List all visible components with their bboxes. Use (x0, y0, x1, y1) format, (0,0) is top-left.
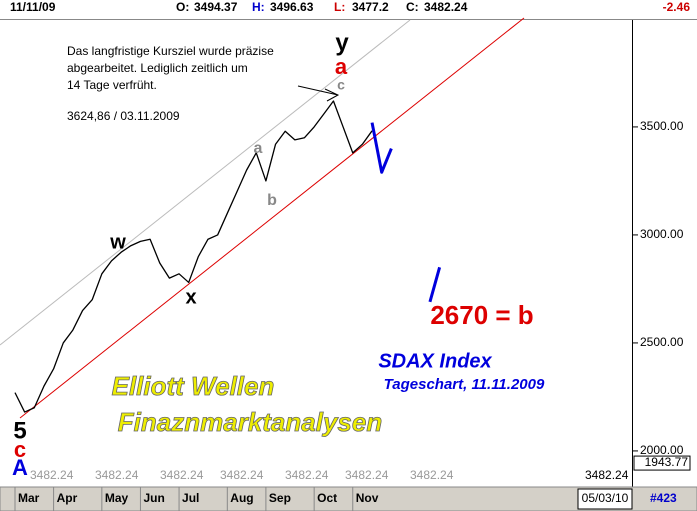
y-tick-label: 3000.00 (640, 227, 684, 241)
header-label: C: (406, 0, 419, 14)
annotation: 5 (13, 417, 26, 444)
annotation: a (254, 140, 263, 157)
annotation: c (337, 77, 345, 93)
annotation: Das langfristige Kursziel wurde präzise (67, 44, 274, 58)
annotation: SDAX Index (378, 350, 492, 372)
header-label: O: (176, 0, 189, 14)
x-tick-label: Nov (356, 491, 379, 505)
last-price-box (633, 455, 691, 471)
footer-price: 3482.24 (160, 468, 204, 482)
date-box-label: 05/03/10 (582, 491, 629, 505)
header-label: L: (334, 0, 345, 14)
date-box (577, 488, 633, 510)
x-tick-label: Oct (317, 491, 337, 505)
x-tick-label: Apr (57, 491, 78, 505)
x-tick-label: Aug (230, 491, 253, 505)
footer-price: 3482.24 (410, 468, 454, 482)
annotation: y (335, 29, 349, 56)
header-value: 3477.2 (352, 0, 389, 14)
annotation: 2670 = b (430, 300, 533, 330)
header-label: H: (252, 0, 265, 14)
annotation: x (185, 286, 196, 308)
header-value: 3496.63 (270, 0, 314, 14)
footer-price: 3482.24 (30, 468, 74, 482)
channel-lower (19, 17, 525, 419)
footer-price: 3482.24 (585, 468, 629, 482)
date: 11/11/09 (10, 0, 56, 14)
x-tick-label: May (105, 491, 129, 505)
annotation-arrow (297, 85, 340, 102)
annotation: 3624,86 / 03.11.2009 (67, 109, 180, 123)
header-value: 3482.24 (424, 0, 468, 14)
x-tick-label: Sep (269, 491, 291, 505)
annotation: b (267, 192, 277, 209)
x-tick-label: Mar (18, 491, 40, 505)
footer-price: 3482.24 (95, 468, 139, 482)
annotation: Finaznmarktanalysen (118, 407, 382, 437)
x-tick-label: Jun (143, 491, 164, 505)
channel-upper (0, 19, 411, 346)
x-tick-label: Jul (182, 491, 199, 505)
annotation: A (12, 455, 28, 480)
price-line (14, 100, 373, 413)
footer-price: 3482.24 (345, 468, 389, 482)
change: -2.46 (663, 0, 691, 14)
price-line (370, 122, 442, 303)
annotation: a (335, 54, 348, 79)
annotation: 14 Tage verfrüht. (67, 78, 157, 92)
y-tick-label: 2500.00 (640, 335, 684, 349)
last-price: 1943.77 (645, 455, 689, 469)
annotation: Elliott Wellen (112, 371, 275, 401)
footer-price: 3482.24 (285, 468, 329, 482)
annotation: c (14, 437, 26, 462)
header-value: 3494.37 (194, 0, 238, 14)
annotation: Tageschart, 11.11.2009 (384, 376, 545, 393)
y-tick-label: 3500.00 (640, 119, 684, 133)
annotation: abgearbeitet. Lediglich zeitlich um (67, 61, 248, 75)
count-label: #423 (650, 491, 677, 505)
footer-price: 3482.24 (220, 468, 264, 482)
y-tick-label: 2000.00 (640, 443, 684, 457)
annotation: w (109, 231, 126, 253)
